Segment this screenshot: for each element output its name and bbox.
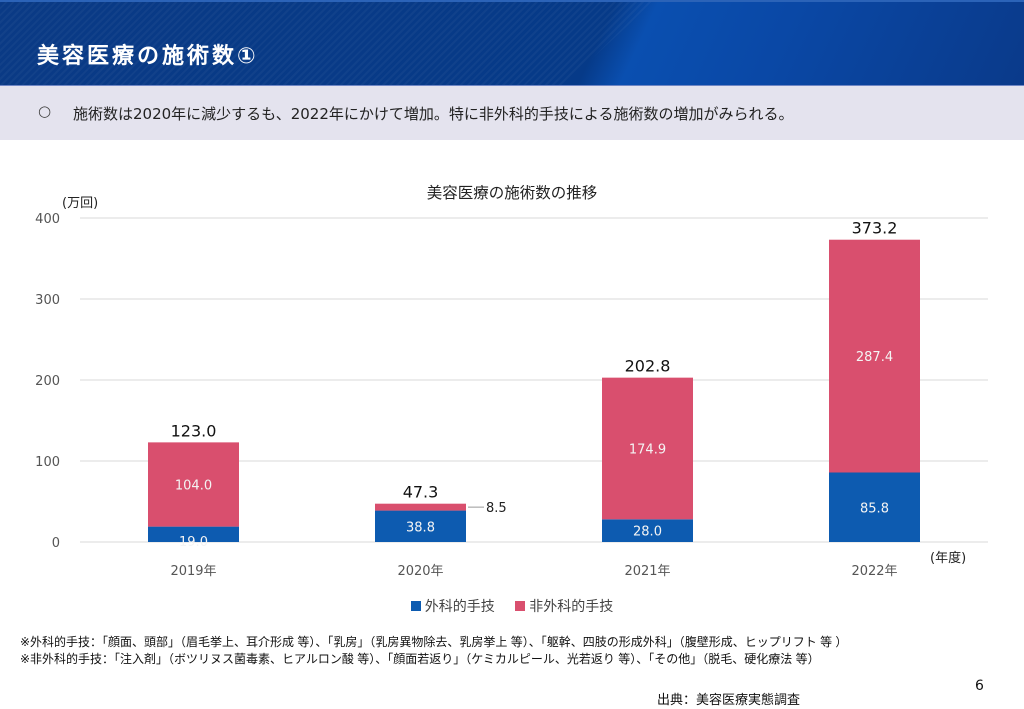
source-citation: 出典：美容医療実態調査 — [657, 693, 801, 708]
bar-segment-non-surgical — [602, 377, 693, 520]
summary-band: ○ 施術数は2020年に減少するも、2022年にかけて増加。特に非外科的手技によ… — [0, 85, 1024, 140]
chart-title: 美容医療の施術数の推移 — [426, 184, 598, 202]
y-axis-unit-label: (万回) — [62, 196, 99, 211]
segment-value-label: 8.5 — [486, 501, 507, 516]
total-value-label: 123.0 — [171, 421, 217, 440]
bar-segment-surgical — [148, 526, 239, 542]
total-value-label: 202.8 — [625, 357, 671, 376]
chart-legend: 外科的手技 非外科的手技 — [0, 596, 1024, 616]
y-tick-label: 0 — [52, 536, 60, 551]
y-tick-label: 300 — [35, 293, 60, 308]
legend-swatch-surgical — [410, 601, 421, 611]
segment-value-label: 174.9 — [629, 442, 666, 457]
bar-segment-non-surgical — [829, 239, 920, 473]
x-tick-label: 2019年 — [170, 564, 216, 579]
segment-value-label: 287.4 — [856, 350, 893, 365]
y-tick-label: 200 — [35, 374, 60, 389]
bar-segment-surgical — [829, 472, 920, 542]
page-number: 6 — [975, 678, 984, 694]
header-banner: 美容医療の施術数① — [0, 0, 1024, 85]
segment-value-label: 19.0 — [179, 535, 208, 550]
summary-text: 施術数は2020年に減少するも、2022年にかけて増加。特に非外科的手技による施… — [73, 105, 794, 123]
bar-segment-non-surgical — [148, 442, 239, 527]
x-axis-unit-label: (年度) — [930, 551, 967, 566]
footnote-surgical: ※外科的手技：「顔面、頭部」（眉毛挙上、耳介形成 等）、「乳房」（乳房異物除去、… — [20, 635, 848, 649]
bar-segment-non-surgical — [375, 503, 466, 511]
footnote-non-surgical: ※非外科的手技：「注入剤」（ボツリヌス菌毒素、ヒアルロン酸 等）、「顔面若返り」… — [20, 652, 820, 666]
x-tick-label: 2021年 — [624, 564, 670, 579]
x-tick-label: 2020年 — [397, 564, 443, 579]
x-tick-label: 2022年 — [851, 564, 897, 579]
bar-segment-surgical — [375, 510, 466, 542]
legend-label-surgical: 外科的手技 — [424, 599, 495, 615]
total-value-label: 47.3 — [403, 483, 439, 502]
y-tick-label: 400 — [35, 212, 60, 227]
bullet-circle-icon: ○ — [38, 102, 52, 120]
footnotes: ※外科的手技：「顔面、頭部」（眉毛挙上、耳介形成 等）、「乳房」（乳房異物除去、… — [20, 634, 847, 668]
legend-label-non-surgical: 非外科的手技 — [529, 599, 614, 615]
legend-item-surgical: 外科的手技 — [410, 596, 495, 616]
legend-item-non-surgical: 非外科的手技 — [515, 596, 613, 616]
legend-swatch-non-surgical — [515, 601, 526, 611]
y-tick-label: 100 — [35, 455, 60, 470]
bar-segment-surgical — [602, 519, 693, 542]
segment-value-label: 85.8 — [860, 501, 889, 516]
segment-value-label: 38.8 — [406, 520, 435, 535]
total-value-label: 373.2 — [852, 219, 898, 238]
page-title: 美容医療の施術数① — [37, 44, 259, 69]
segment-value-label: 104.0 — [175, 478, 212, 493]
segment-value-label: 28.0 — [633, 525, 662, 540]
